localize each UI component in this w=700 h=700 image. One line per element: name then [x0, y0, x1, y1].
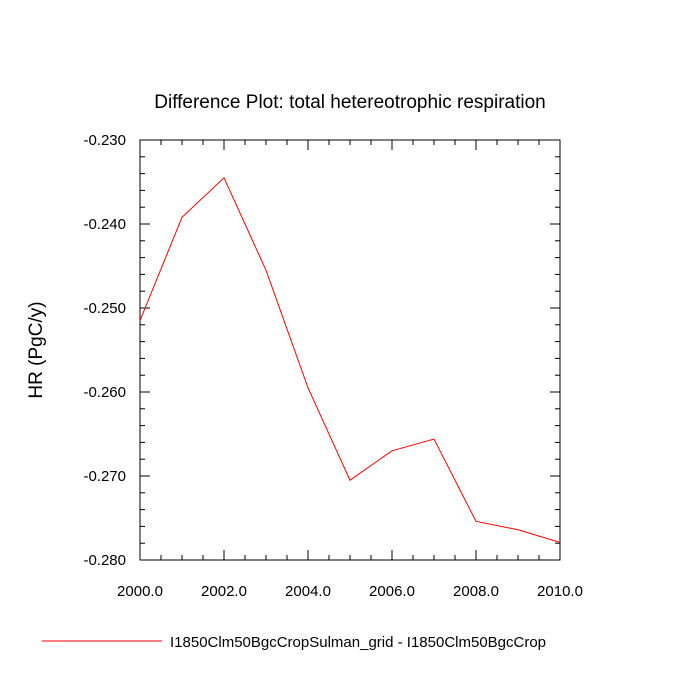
- data-point: [517, 528, 520, 531]
- data-point: [307, 386, 310, 389]
- x-tick-label: 2008.0: [453, 583, 499, 600]
- y-tick-label: -0.250: [83, 300, 126, 317]
- x-tick-label: 2002.0: [201, 583, 247, 600]
- data-point: [223, 176, 226, 179]
- y-tick-label: -0.230: [83, 132, 126, 149]
- data-point: [559, 541, 562, 544]
- series-line: [139, 176, 561, 543]
- data-point: [475, 520, 478, 523]
- x-tick-label: 2010.0: [537, 583, 583, 600]
- y-tick-label: -0.270: [83, 468, 126, 485]
- data-point: [349, 479, 352, 482]
- y-tick-label: -0.280: [83, 552, 126, 569]
- data-point: [433, 438, 436, 441]
- legend-label: I1850Clm50BgcCropSulman_grid - I1850Clm5…: [170, 634, 546, 651]
- plot-area: 2000.0 2002.0 2004.0 2006.0 2008.0 2010.0 -0.2…: [83, 132, 582, 600]
- legend: I1850Clm50BgcCropSulman_grid - I1850Clm5…: [42, 634, 546, 651]
- x-tick-label: 2004.0: [285, 583, 331, 600]
- y-axis-label: HR (PgC/y): [26, 301, 47, 398]
- x-tick-label: 2000.0: [117, 583, 163, 600]
- data-point: [139, 319, 142, 322]
- x-tick-label: 2006.0: [369, 583, 415, 600]
- data-point: [181, 216, 184, 219]
- chart-title: Difference Plot: total hetereotrophic re…: [154, 92, 545, 113]
- y-tick-label: -0.240: [83, 216, 126, 233]
- y-tick-label: -0.260: [83, 384, 126, 401]
- plot-frame: [139, 139, 561, 561]
- data-point: [391, 449, 394, 452]
- data-point: [265, 269, 268, 272]
